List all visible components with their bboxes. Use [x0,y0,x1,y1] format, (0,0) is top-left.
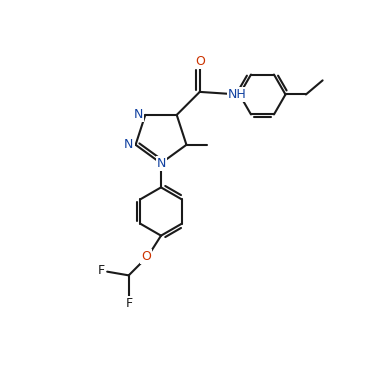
Text: N: N [134,108,143,121]
Text: NH: NH [228,88,247,101]
Text: N: N [157,158,166,170]
Text: F: F [98,264,105,277]
Text: N: N [124,138,134,150]
Text: F: F [126,297,133,310]
Text: O: O [141,250,151,262]
Text: O: O [195,55,205,67]
